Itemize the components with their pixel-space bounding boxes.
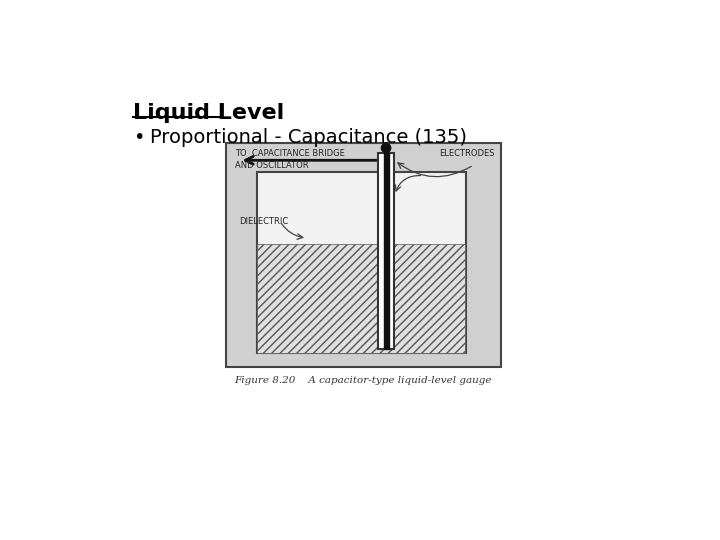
Text: ELECTRODES: ELECTRODES (439, 150, 495, 159)
Text: Proportional - Capacitance (135): Proportional - Capacitance (135) (150, 128, 467, 147)
Text: TO  CAPACITANCE BRIDGE
AND OSCILLATOR: TO CAPACITANCE BRIDGE AND OSCILLATOR (235, 150, 345, 170)
Text: Liquid Level: Liquid Level (132, 103, 284, 123)
Bar (378, 153, 394, 349)
Bar (384, 153, 389, 349)
Text: Figure 8.20    A capacitor-type liquid-level gauge: Figure 8.20 A capacitor-type liquid-leve… (235, 376, 492, 385)
Circle shape (382, 143, 391, 153)
Text: DIELECTRIC: DIELECTRIC (240, 217, 289, 226)
Bar (225, 143, 500, 367)
Bar (256, 172, 466, 353)
Bar (258, 244, 465, 353)
Text: •: • (132, 128, 144, 147)
